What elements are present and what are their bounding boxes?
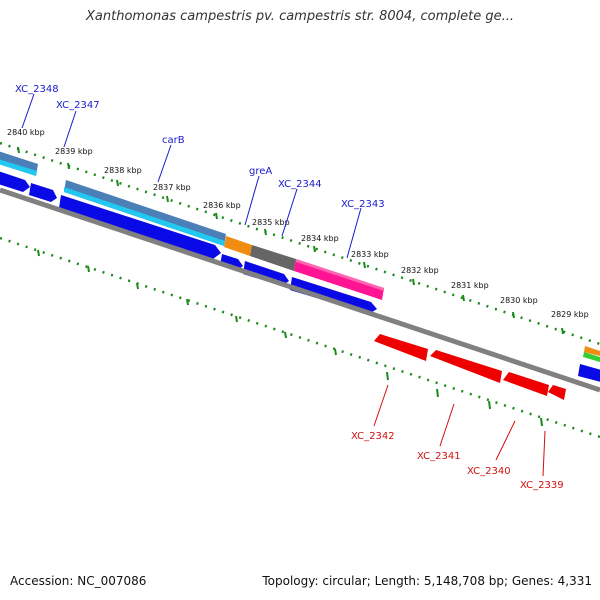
scale-label: 2835 kbp — [252, 218, 290, 227]
scale-label: 2836 kbp — [203, 201, 241, 210]
gene-label-xc2342: XC_2342 — [351, 431, 395, 442]
outer-major-ticks — [17, 146, 564, 335]
gene-label-xc2341: XC_2341 — [417, 451, 461, 462]
inner-tick-ring — [0, 236, 600, 439]
scale-label: 2839 kbp — [55, 147, 93, 156]
scale-label: 2834 kbp — [301, 234, 339, 243]
scale-label: 2831 kbp — [451, 281, 489, 290]
scale-label: 2837 kbp — [153, 183, 191, 192]
cds-reverse-track — [374, 334, 566, 400]
map-title: Xanthomonas campestris pv. campestris st… — [86, 9, 514, 24]
scale-label: 2829 kbp — [551, 310, 589, 319]
gene-label-carb: carB — [162, 135, 185, 146]
scale-label: 2830 kbp — [500, 296, 538, 305]
cds-forward-track — [0, 171, 600, 382]
accession-label: Accession: NC_007086 — [10, 574, 147, 588]
right-edge-features — [583, 346, 600, 362]
gene-label-grea: greA — [249, 166, 272, 177]
reverse-gene-labels: XC_2342 XC_2341 XC_2340 XC_2339 — [351, 384, 564, 491]
feature-track-upper — [0, 151, 384, 300]
inner-major-ticks — [37, 249, 543, 427]
outer-tick-ring — [0, 141, 600, 346]
gene-label-xc2348: XC_2348 — [15, 84, 59, 95]
gene-label-xc2339: XC_2339 — [520, 480, 564, 491]
backbone — [0, 187, 600, 393]
scale-label: 2833 kbp — [351, 250, 389, 259]
scale-label: 2838 kbp — [104, 166, 142, 175]
topology-summary: Topology: circular; Length: 5,148,708 bp… — [262, 574, 592, 588]
gene-label-xc2347: XC_2347 — [56, 100, 100, 111]
scale-label: 2832 kbp — [401, 266, 439, 275]
scale-label: 2840 kbp — [7, 128, 45, 137]
scale-labels: 2840 kbp 2839 kbp 2838 kbp 2837 kbp 2836… — [7, 128, 589, 319]
gene-label-xc2343: XC_2343 — [341, 199, 385, 210]
gene-label-xc2340: XC_2340 — [467, 466, 511, 477]
gene-label-xc2344: XC_2344 — [278, 179, 322, 190]
forward-gene-labels: XC_2348 XC_2347 carB greA XC_2344 XC_234… — [15, 84, 385, 259]
